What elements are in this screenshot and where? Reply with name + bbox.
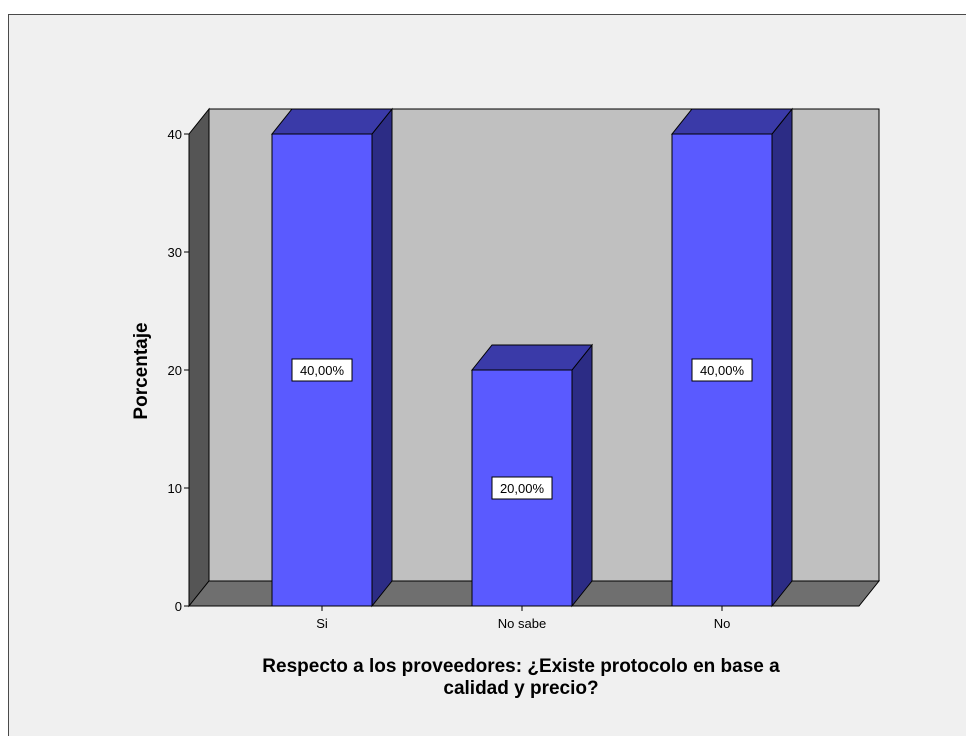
bar-1 bbox=[272, 109, 392, 606]
x-tick-label-3: No bbox=[714, 616, 731, 631]
bar-top-1 bbox=[272, 109, 392, 134]
bar-side-2 bbox=[572, 345, 592, 606]
y-tick-label-2: 20 bbox=[168, 363, 182, 378]
y-tick-label-4: 40 bbox=[168, 127, 182, 142]
x-tick-label-2: No sabe bbox=[498, 616, 546, 631]
y-tick-label-1: 10 bbox=[168, 481, 182, 496]
x-axis-title-line-2: calidad y precio? bbox=[443, 678, 598, 699]
bar-top-3 bbox=[672, 109, 792, 134]
side-wall bbox=[189, 109, 209, 606]
bar-side-3 bbox=[772, 109, 792, 606]
data-label-2: 20,00% bbox=[500, 481, 545, 496]
x-axis-title-line-1: Respecto a los proveedores: ¿Existe prot… bbox=[262, 656, 780, 677]
y-axis-title: Porcentaje bbox=[131, 322, 152, 419]
bar-top-2 bbox=[472, 345, 592, 370]
bar-3 bbox=[672, 109, 792, 606]
x-tick-label-1: Si bbox=[316, 616, 328, 631]
data-label-3: 40,00% bbox=[700, 363, 745, 378]
y-tick-label-0: 0 bbox=[175, 599, 182, 614]
bar-side-1 bbox=[372, 109, 392, 606]
y-tick-label-3: 30 bbox=[168, 245, 182, 260]
bar-2 bbox=[472, 345, 592, 606]
chart-frame: 0 10 20 30 40 Si No sabe No 40,00% 20,00% 40,00% … bbox=[8, 14, 966, 736]
data-label-1: 40,00% bbox=[300, 363, 345, 378]
